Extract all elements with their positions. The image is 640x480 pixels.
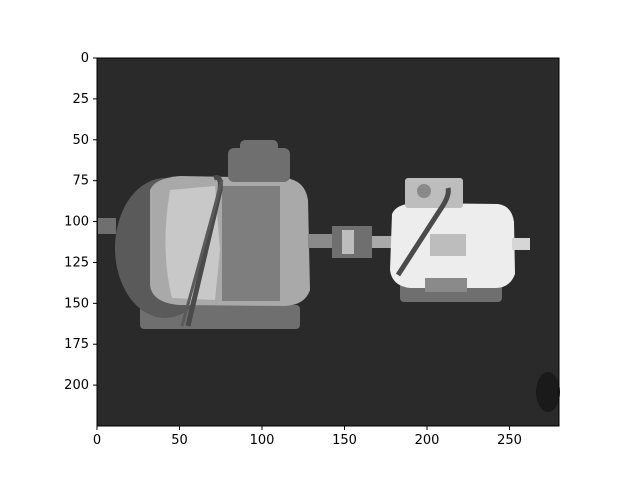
image-frame bbox=[96, 57, 560, 427]
y-tick-label: 150 bbox=[64, 296, 89, 311]
right-motor-cable bbox=[395, 187, 451, 277]
right-motor-terminal-box bbox=[405, 178, 463, 208]
coupling bbox=[332, 226, 394, 258]
right-motor bbox=[390, 178, 530, 302]
x-tick-label: 200 bbox=[415, 433, 440, 448]
y-tick-label: 100 bbox=[64, 215, 89, 230]
y-tick-label: 75 bbox=[72, 174, 89, 189]
x-tick-label: 150 bbox=[332, 433, 357, 448]
y-tick-label: 200 bbox=[64, 378, 89, 393]
right-motor-shaft bbox=[512, 238, 530, 250]
coupling-hub bbox=[342, 230, 354, 254]
right-motor-terminal-knob bbox=[417, 184, 431, 198]
dark-patch bbox=[536, 372, 560, 412]
right-motor-foot-detail bbox=[425, 278, 467, 292]
y-tick-label: 25 bbox=[72, 92, 89, 107]
x-tick-label: 100 bbox=[250, 433, 275, 448]
left-motor-shaft bbox=[308, 234, 332, 248]
left-motor-highlight bbox=[165, 186, 220, 300]
left-motor bbox=[98, 140, 332, 329]
right-motor-panel bbox=[430, 234, 466, 256]
y-tick-label: 50 bbox=[72, 133, 89, 148]
image-area bbox=[96, 57, 560, 427]
left-motor-cable-2 bbox=[180, 179, 224, 327]
x-tick-label: 50 bbox=[171, 433, 188, 448]
coupling-shaft bbox=[372, 236, 394, 248]
left-motor-band bbox=[222, 186, 280, 301]
y-tick-label: 175 bbox=[64, 337, 89, 352]
x-axis: 0 50 100 150 200 250 bbox=[93, 426, 522, 448]
left-motor-top-cap bbox=[240, 140, 278, 154]
x-tick-label: 250 bbox=[497, 433, 522, 448]
x-tick-label: 0 bbox=[93, 433, 101, 448]
left-motor-lug bbox=[98, 218, 116, 234]
left-motor-top-housing bbox=[228, 148, 290, 182]
y-tick-label: 125 bbox=[64, 255, 89, 270]
y-tick-label: 0 bbox=[81, 51, 89, 66]
y-axis: 0 25 50 75 100 125 150 175 200 bbox=[64, 51, 97, 393]
